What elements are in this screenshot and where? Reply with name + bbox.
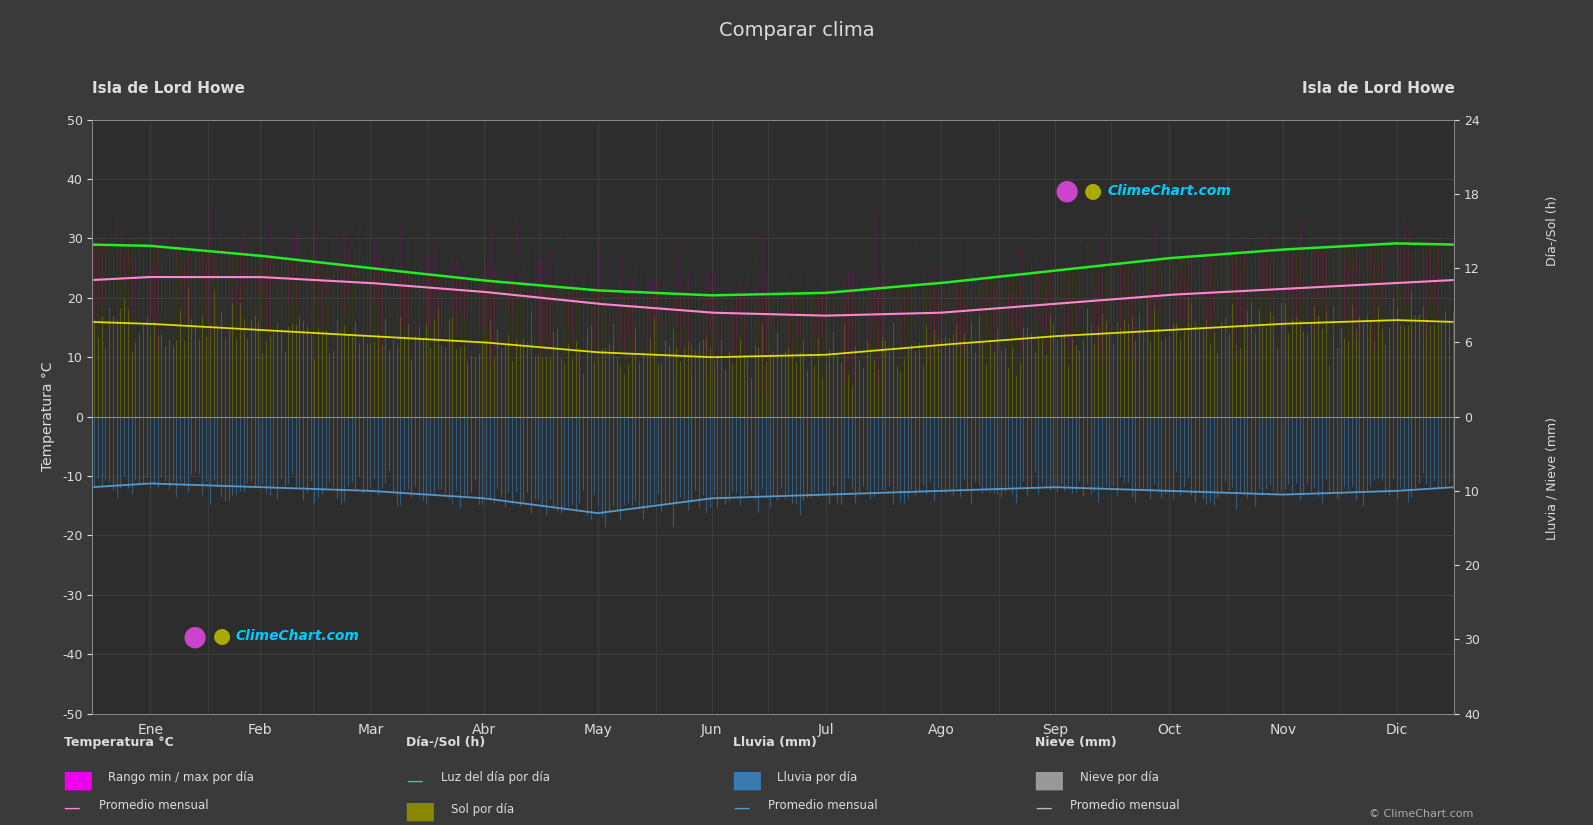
Text: Lluvia (mm): Lluvia (mm) xyxy=(733,736,817,749)
Text: ●: ● xyxy=(1055,177,1078,205)
Text: —: — xyxy=(64,799,80,817)
Text: Lluvia / Nieve (mm): Lluvia / Nieve (mm) xyxy=(1545,417,1558,540)
Text: ClimeChart.com: ClimeChart.com xyxy=(1107,184,1231,198)
Text: Promedio mensual: Promedio mensual xyxy=(99,799,209,812)
Text: Sol por día: Sol por día xyxy=(451,803,515,816)
Text: —: — xyxy=(406,771,422,790)
Text: Nieve (mm): Nieve (mm) xyxy=(1035,736,1117,749)
Text: —: — xyxy=(1035,799,1051,817)
Text: Rango min / max por día: Rango min / max por día xyxy=(108,771,255,785)
Text: ██: ██ xyxy=(1035,771,1063,790)
Text: ██: ██ xyxy=(64,771,91,790)
Text: ●: ● xyxy=(1085,181,1102,201)
Text: Luz del día por día: Luz del día por día xyxy=(441,771,550,785)
Text: Temperatura °C: Temperatura °C xyxy=(64,736,174,749)
Text: Nieve por día: Nieve por día xyxy=(1080,771,1160,785)
Text: © ClimeChart.com: © ClimeChart.com xyxy=(1368,808,1474,818)
Text: Comparar clima: Comparar clima xyxy=(718,21,875,40)
Text: ●: ● xyxy=(212,626,231,647)
Text: ●: ● xyxy=(183,622,207,650)
Text: Día-/Sol (h): Día-/Sol (h) xyxy=(406,736,486,749)
Text: Promedio mensual: Promedio mensual xyxy=(768,799,878,812)
Text: ██: ██ xyxy=(733,771,760,790)
Text: Isla de Lord Howe: Isla de Lord Howe xyxy=(92,81,245,96)
Text: Isla de Lord Howe: Isla de Lord Howe xyxy=(1301,81,1454,96)
Text: Lluvia por día: Lluvia por día xyxy=(777,771,857,785)
Y-axis label: Temperatura °C: Temperatura °C xyxy=(41,362,56,471)
Text: ClimeChart.com: ClimeChart.com xyxy=(236,629,360,644)
Text: —: — xyxy=(733,799,749,817)
Text: Promedio mensual: Promedio mensual xyxy=(1070,799,1180,812)
Text: ██: ██ xyxy=(406,803,433,821)
Text: Día-/Sol (h): Día-/Sol (h) xyxy=(1545,196,1558,266)
